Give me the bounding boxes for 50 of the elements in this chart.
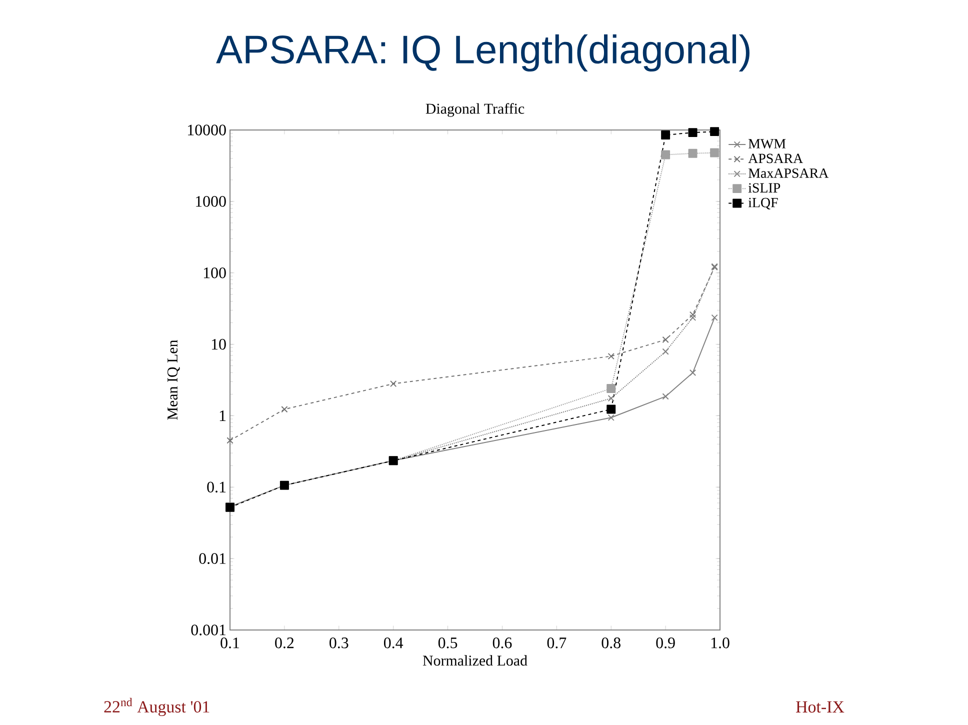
point [662,393,669,400]
x-tick-label: 0.6 [492,638,512,648]
point [662,336,669,343]
point [710,148,720,158]
point [226,437,234,444]
y-axis-title: Mean IQ Len [167,340,180,420]
y-tick-label: 100 [204,267,226,278]
x-tick-label: 0.4 [384,638,404,648]
y-tick-label: 10000 [188,124,226,136]
point [606,404,616,414]
point [608,395,614,402]
y-tick-label: 1000 [196,196,226,207]
point [689,369,696,376]
point [281,406,288,413]
y-tick-label: 10 [212,338,226,350]
text: 22$^{nd}$ August '01 [104,698,210,716]
legend-label: MaxAPSARA [748,168,829,178]
x-tick-label: 0.5 [438,638,458,648]
x-tick-label: 0.2 [275,638,294,648]
point [606,384,616,394]
chart-title: APSARA: IQ Length(diagonal) [216,34,750,72]
legend-label: MWM [748,139,786,149]
legend-label: APSARA [748,154,804,164]
y-tick-label: 0.001 [191,624,226,636]
text: Hot-IX [796,701,844,713]
x-axis-title: Normalized Load [422,655,528,666]
point [390,380,397,388]
point [661,150,670,160]
x-tick-label: 0.7 [547,638,566,648]
x-tick-label: 0.9 [656,638,675,648]
y-tick-label: 0.1 [207,482,226,493]
point [662,348,669,355]
point [688,128,698,138]
point [689,311,696,318]
point [688,148,698,158]
point [608,414,614,421]
x-tick-label: 0.1 [220,638,240,648]
legend-label: iSLIP [748,183,780,193]
point [711,314,718,321]
x-tick-label: 1.0 [711,638,730,648]
point [710,127,720,136]
y-tick-label: 0.01 [199,553,226,564]
chart-subtitle: Diagonal Traffic [426,103,524,117]
y-tick-label: 1 [220,410,226,421]
x-tick-label: 0.3 [330,638,348,648]
legend-label: iLQF [748,198,778,210]
point [661,130,670,140]
point [689,314,696,321]
x-tick-label: 0.8 [602,638,620,648]
point [608,352,614,360]
